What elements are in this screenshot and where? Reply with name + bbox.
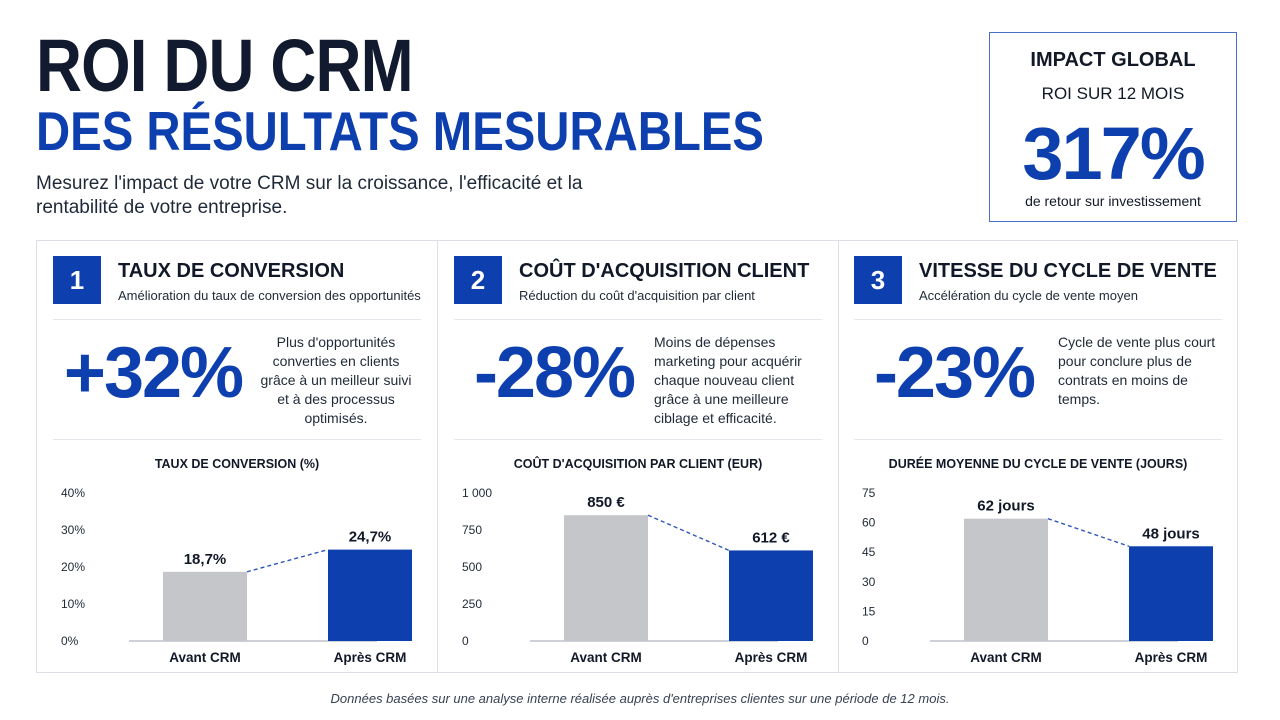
y-tick-label: 250 <box>462 597 482 611</box>
page-subtitle-heading: DES RÉSULTATS MESURABLES <box>36 100 764 162</box>
category-label: Après CRM <box>1135 650 1208 665</box>
page-description: Mesurez l'impact de votre CRM sur la cro… <box>36 173 583 218</box>
trend-connector <box>1047 517 1130 547</box>
y-tick-label: 60 <box>862 516 876 530</box>
y-tick-label: 750 <box>462 523 482 537</box>
data-label: 850 € <box>587 494 625 511</box>
category-label: Avant CRM <box>570 650 642 665</box>
y-tick-label: 40% <box>61 486 85 500</box>
panel-number-badge: 1 <box>53 256 101 304</box>
data-label: 62 jours <box>977 498 1035 515</box>
category-label: Avant CRM <box>169 650 241 665</box>
impact-caption: de retour sur investissement <box>1025 193 1201 209</box>
panel-separator <box>53 319 421 320</box>
category-label: Après CRM <box>334 650 407 665</box>
trend-connector <box>246 548 329 573</box>
panel-title: TAUX DE CONVERSION <box>118 260 345 282</box>
panel-description: Moins de dépenses marketing pour acquéri… <box>654 334 802 426</box>
panel-sales-cycle: 3 VITESSE DU CYCLE DE VENTE Accélération… <box>838 241 1238 672</box>
chart-title: TAUX DE CONVERSION (%) <box>154 457 320 471</box>
y-tick-label: 500 <box>462 560 482 574</box>
page-title: ROI DU CRM <box>36 24 414 107</box>
panel-title: VITESSE DU CYCLE DE VENTE <box>919 260 1217 282</box>
data-label: 18,7% <box>184 551 227 568</box>
bar <box>729 550 813 641</box>
panel-subtitle: Réduction du coût d'acquisition par clie… <box>519 288 755 303</box>
chart-title: DURÉE MOYENNE DU CYCLE DE VENTE (JOURS) <box>888 457 1188 471</box>
impact-global-card: IMPACT GLOBAL ROI SUR 12 MOIS 317% de re… <box>989 32 1237 222</box>
bar <box>163 571 247 641</box>
bar <box>564 515 648 641</box>
bar <box>1129 546 1213 641</box>
category-label: Avant CRM <box>970 650 1042 665</box>
impact-value: 317% <box>1022 112 1205 195</box>
panel-separator <box>53 439 421 440</box>
data-label: 24,7% <box>349 529 392 546</box>
panel-big-value: -28% <box>473 333 636 413</box>
panel-number-badge: 3 <box>854 256 902 304</box>
y-tick-label: 1 000 <box>462 486 492 500</box>
chart-conversion: 0% 10% 20% 30% 40% 18,7% Avant CRM 24,7% Après C… <box>61 486 412 665</box>
y-tick-label: 30% <box>61 523 85 537</box>
impact-subtitle: ROI SUR 12 MOIS <box>1041 84 1185 103</box>
panel-separator <box>454 319 822 320</box>
y-tick-label: 10% <box>61 597 85 611</box>
panel-separator <box>454 439 822 440</box>
panel-subtitle: Accélération du cycle de vente moyen <box>919 288 1138 303</box>
bar <box>964 518 1048 641</box>
y-tick-label: 20% <box>61 560 85 574</box>
y-tick-label: 0 <box>462 634 469 648</box>
panel-description: Plus d'opportunités converties en client… <box>260 334 412 426</box>
y-tick-label: 30 <box>862 575 876 589</box>
chart-title: COÛT D'ACQUISITION PAR CLIENT (EUR) <box>513 457 763 471</box>
panel-separator <box>854 439 1222 440</box>
trend-connector <box>647 514 730 552</box>
y-tick-label: 75 <box>862 486 876 500</box>
panel-conversion: 1 TAUX DE CONVERSION Amélioration du tau… <box>37 241 437 672</box>
y-tick-label: 15 <box>862 604 876 618</box>
panel-big-value: +32% <box>63 333 244 413</box>
chart-sales-cycle: 0 15 30 45 60 75 62 jours Avant CRM 48 jours Aprè… <box>862 486 1213 665</box>
bar <box>328 549 412 641</box>
panel-acquisition-cost: 2 COÛT D'ACQUISITION CLIENT Réduction du… <box>438 241 838 672</box>
chart-acquisition-cost: 0 250 500 750 1 000 850 € Avant CRM 612 € Après … <box>462 486 813 665</box>
footer-note: Données basées sur une analyse interne r… <box>330 691 950 706</box>
panel-divider <box>437 241 438 672</box>
panel-subtitle: Amélioration du taux de conversion des o… <box>118 288 421 303</box>
kpi-panels: 1 TAUX DE CONVERSION Amélioration du tau… <box>36 240 1238 673</box>
y-tick-label: 0 <box>862 634 869 648</box>
impact-title: IMPACT GLOBAL <box>1030 49 1196 71</box>
panel-divider <box>838 241 839 672</box>
panel-number-badge: 2 <box>454 256 502 304</box>
data-label: 48 jours <box>1142 525 1200 542</box>
category-label: Après CRM <box>735 650 808 665</box>
panel-big-value: -23% <box>873 333 1036 413</box>
panel-title: COÛT D'ACQUISITION CLIENT <box>519 260 810 282</box>
y-tick-label: 45 <box>862 545 876 559</box>
data-label: 612 € <box>752 529 790 546</box>
y-tick-label: 0% <box>61 634 79 648</box>
panel-separator <box>854 319 1222 320</box>
panel-description: Cycle de vente plus court pour conclure … <box>1058 334 1216 407</box>
